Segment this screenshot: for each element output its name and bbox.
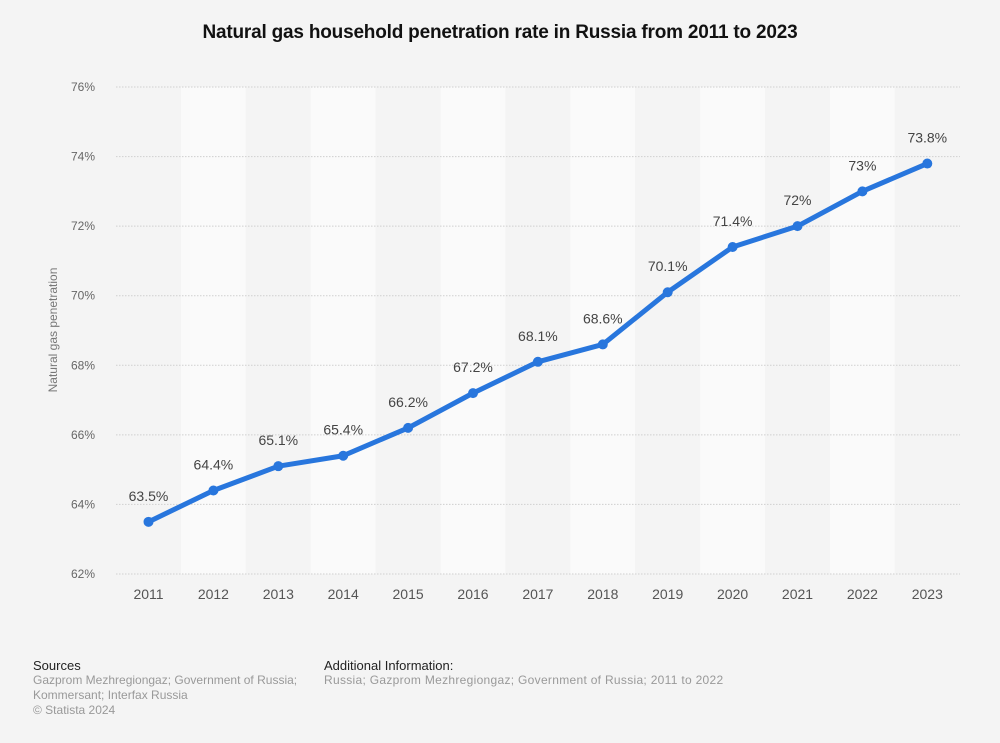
data-point <box>792 221 803 232</box>
data-point <box>403 422 414 433</box>
column-band <box>116 87 181 574</box>
y-tick-label: 66% <box>71 428 95 442</box>
x-tick-label: 2017 <box>522 586 553 602</box>
column-band <box>635 87 701 574</box>
data-label: 70.1% <box>648 258 688 274</box>
chart-title: Natural gas household penetration rate i… <box>202 22 798 43</box>
x-tick-label: 2013 <box>263 586 294 602</box>
x-tick-label: 2020 <box>717 586 748 602</box>
sources-line-1: Gazprom Mezhregiongaz; Government of Rus… <box>33 673 298 687</box>
data-point <box>532 356 543 367</box>
data-label: 71.4% <box>713 213 753 229</box>
x-tick-label: 2015 <box>393 586 424 602</box>
sources-block: Sources Gazprom Mezhregiongaz; Governmen… <box>33 658 297 718</box>
data-point <box>922 158 933 169</box>
y-tick-label: 76% <box>71 80 95 94</box>
data-point <box>338 450 349 461</box>
y-axis-label: Natural gas penetration <box>46 268 60 393</box>
data-point <box>857 186 868 197</box>
y-tick-label: 64% <box>71 497 95 511</box>
data-point <box>727 242 738 253</box>
data-point <box>662 287 673 298</box>
data-points <box>143 158 933 527</box>
line-chart: 62%64%66%68%70%72%74%76% 2011 2012 2013 201… <box>46 80 960 602</box>
column-band <box>570 87 636 574</box>
data-point <box>273 461 284 472</box>
data-label: 68.1% <box>518 328 558 344</box>
copyright: © Statista 2024 <box>33 703 116 717</box>
y-tick-label: 74% <box>71 150 95 164</box>
y-tick-label: 62% <box>71 567 95 581</box>
y-tick-label: 70% <box>71 289 95 303</box>
data-point <box>143 516 154 527</box>
y-tick-label: 72% <box>71 219 95 233</box>
x-tick-label: 2012 <box>198 586 229 602</box>
data-label: 67.2% <box>453 359 493 375</box>
x-tick-label: 2018 <box>587 586 618 602</box>
column-band <box>505 87 571 574</box>
x-tick-label: 2021 <box>782 586 813 602</box>
data-label: 65.4% <box>323 422 363 438</box>
column-band <box>375 87 441 574</box>
data-label: 72% <box>783 192 811 208</box>
data-label: 63.5% <box>129 488 169 504</box>
x-tick-label: 2016 <box>457 586 488 602</box>
data-label: 73% <box>848 157 876 173</box>
x-tick-label: 2011 <box>133 586 163 602</box>
x-tick-label: 2022 <box>847 586 878 602</box>
data-label: 65.1% <box>258 432 298 448</box>
column-band <box>700 87 766 574</box>
data-label: 66.2% <box>388 394 428 410</box>
x-tick-label: 2014 <box>328 586 359 602</box>
sources-line-2: Kommersant; Interfax Russia <box>33 688 188 702</box>
y-tick-label: 68% <box>71 358 95 372</box>
additional-info-heading: Additional Information: <box>324 658 454 673</box>
data-label: 73.8% <box>907 130 947 146</box>
column-band <box>829 87 895 574</box>
data-label: 68.6% <box>583 310 623 326</box>
column-band <box>765 87 830 574</box>
column-band <box>440 87 506 574</box>
data-point <box>597 339 608 350</box>
column-band <box>245 87 311 574</box>
data-point <box>468 388 478 399</box>
data-label: 64.4% <box>194 457 234 473</box>
sources-heading: Sources <box>33 658 81 673</box>
x-axis-ticks: 2011 2012 2013 2014 2015 2016 2017 2018 2019 2020… <box>133 586 943 602</box>
data-labels: 63.5% 64.4% 65.1% 65.4% 66.2% 67.2% 68.1% 68.6%… <box>129 130 948 504</box>
y-axis-ticks: 62% 64% 66% 68% 70% 72% 74% 76% <box>71 80 95 581</box>
additional-info-text: Russia; Gazprom Mezhregiongaz; Governmen… <box>324 673 724 687</box>
x-tick-label: 2019 <box>652 586 683 602</box>
x-tick-label: 2023 <box>912 586 943 602</box>
gridlines <box>116 86 960 575</box>
additional-info-block: Additional Information: Russia; Gazprom … <box>324 658 723 688</box>
column-band <box>310 87 376 574</box>
data-point <box>208 485 219 496</box>
